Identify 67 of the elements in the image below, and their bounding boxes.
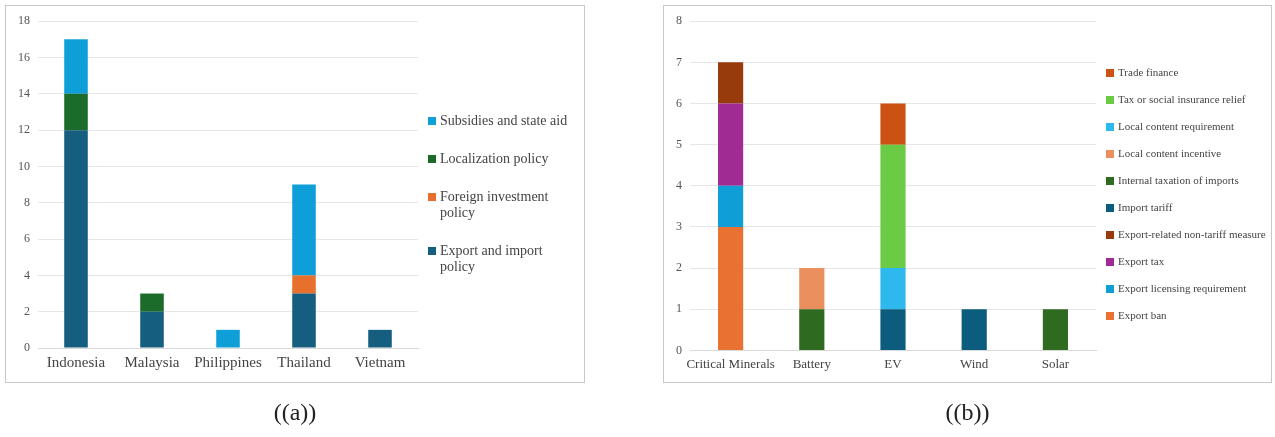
- legend-label: Local content requirement: [1118, 120, 1235, 133]
- y-tick-label: 3: [676, 219, 682, 234]
- x-tick-label: Battery: [792, 355, 832, 371]
- bar: [368, 329, 392, 348]
- text: ((b)): [944, 399, 991, 426]
- x-tick-label: Malaysia: [124, 353, 180, 370]
- bar: [880, 103, 906, 145]
- legend-label: Export-related non-tariff measure: [1118, 228, 1266, 241]
- y-tick-label: 10: [18, 158, 30, 173]
- y-tick-label: 12: [18, 122, 30, 137]
- y-tick-label: 7: [676, 54, 682, 69]
- bar: [961, 309, 987, 350]
- bar: [880, 309, 906, 350]
- bar: [1042, 309, 1068, 350]
- bar: [64, 93, 88, 131]
- legend-label: Export licensing requirement: [1118, 282, 1247, 295]
- legend-label: Local content incentive: [1118, 147, 1222, 160]
- bar: [216, 329, 240, 348]
- bar: [718, 103, 744, 186]
- bar: [799, 268, 825, 310]
- y-tick-label: 4: [24, 267, 30, 282]
- x-tick-label: Solar: [1041, 355, 1070, 371]
- bar: [64, 39, 88, 94]
- y-tick-label: 2: [676, 260, 682, 275]
- bar: [292, 184, 316, 276]
- y-tick-label: 8: [676, 13, 682, 28]
- x-tick-label: Wind: [960, 355, 989, 371]
- bar: [718, 226, 744, 350]
- y-tick-label: 8: [24, 194, 30, 209]
- text: ((a)): [272, 399, 318, 426]
- x-tick-label: Thailand: [277, 353, 332, 370]
- x-tick-label: Indonesia: [46, 353, 106, 370]
- y-tick-label: 1: [676, 301, 682, 316]
- legend-label: Trade finance: [1118, 66, 1179, 79]
- bar: [718, 185, 744, 227]
- x-tick-label: EV: [884, 355, 903, 371]
- bar: [140, 311, 164, 348]
- y-tick-label: 2: [24, 303, 30, 318]
- legend-label: Export tax: [1118, 255, 1165, 268]
- bar: [880, 268, 906, 310]
- y-tick-label: 0: [676, 342, 682, 357]
- bar: [292, 275, 316, 294]
- legend-label: Subsidies and state aid: [440, 113, 568, 129]
- legend-label: Foreign investment policy: [440, 189, 550, 221]
- legend-label: Localization policy: [440, 151, 549, 167]
- y-tick-label: 18: [18, 13, 30, 28]
- y-tick-label: 0: [24, 340, 30, 355]
- y-tick-label: 16: [18, 49, 30, 64]
- bar: [64, 130, 88, 348]
- bar: [292, 293, 316, 348]
- legend-label: Internal taxation of imports: [1118, 174, 1239, 187]
- legend-label: Export ban: [1118, 309, 1167, 322]
- y-tick-label: 6: [676, 95, 682, 110]
- y-tick-label: 5: [676, 136, 682, 151]
- x-tick-label: Vietnam: [354, 353, 406, 370]
- y-tick-label: 4: [676, 177, 682, 192]
- x-tick-label: Philippines: [194, 353, 262, 370]
- y-tick-label: 14: [18, 85, 30, 100]
- y-tick-label: 6: [24, 231, 30, 246]
- bar: [799, 309, 825, 350]
- legend-label: Tax or social insurance relief: [1118, 93, 1246, 106]
- legend-label: Import tariff: [1118, 201, 1173, 214]
- x-tick-label: Critical Minerals: [686, 355, 775, 371]
- legend-label: Export and import policy: [440, 243, 544, 275]
- bar: [718, 62, 744, 104]
- bar: [140, 293, 164, 312]
- bar: [880, 144, 906, 269]
